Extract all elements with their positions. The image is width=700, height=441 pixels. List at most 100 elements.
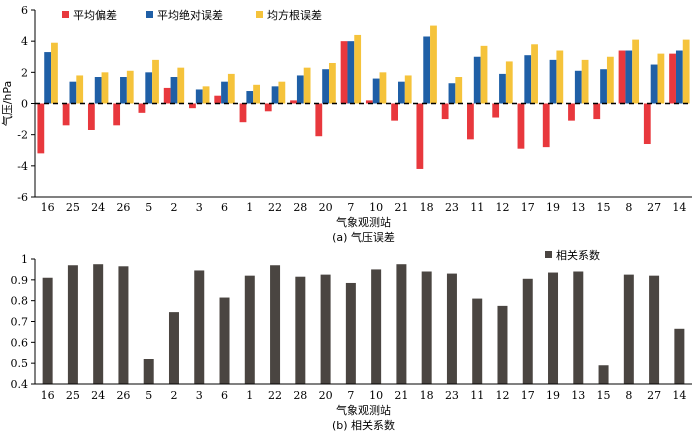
- x-tick-label: 22: [268, 201, 282, 214]
- bar-1-7: [340, 41, 348, 104]
- x-tick-label: 10: [369, 201, 383, 214]
- bar-1-2: [168, 312, 179, 384]
- x-tick-label: 16: [41, 389, 55, 402]
- x-tick-label: 26: [116, 201, 130, 214]
- bar-3-14: [682, 39, 690, 104]
- bar-1-13: [573, 271, 584, 384]
- bar-1-21: [396, 264, 407, 384]
- bar-1-26: [118, 266, 129, 384]
- bar-2-19: [549, 59, 557, 104]
- bar-1-10: [365, 100, 373, 104]
- x-tick-label: 17: [521, 201, 535, 214]
- bar-2-27: [650, 64, 658, 104]
- bar-1-6: [219, 297, 230, 384]
- legend-label-1: 平均偏差: [73, 8, 117, 22]
- x-tick-label: 13: [571, 389, 585, 402]
- y-tick-label: -6: [17, 191, 28, 204]
- x-tick-label: 25: [66, 201, 80, 214]
- bar-2-28: [296, 75, 304, 104]
- bar-1-22: [270, 265, 281, 384]
- bar-1-13: [568, 103, 575, 121]
- bar-3-8: [632, 39, 640, 104]
- x-tick-label: 28: [293, 389, 307, 402]
- x-tick-label: 8: [625, 201, 632, 214]
- legend-swatch-1: [62, 11, 69, 18]
- bar-3-1: [253, 84, 260, 104]
- x-tick-label: 25: [66, 389, 80, 402]
- bar-1-3: [194, 270, 205, 384]
- bar-1-10: [371, 269, 382, 384]
- x-tick-label: 10: [369, 389, 383, 402]
- x-tick-label: 15: [597, 389, 611, 402]
- bar-2-10: [372, 78, 380, 104]
- bar-1-8: [623, 274, 634, 384]
- x-tick-label: 16: [41, 201, 55, 214]
- x-tick-label: 23: [445, 389, 459, 402]
- bar-2-15: [600, 69, 607, 104]
- bar-2-26: [120, 77, 127, 104]
- x-tick-label: 19: [546, 201, 560, 214]
- x-tick-label: 5: [145, 389, 152, 402]
- x-tick-label: 14: [672, 201, 686, 214]
- bar-3-5: [152, 59, 159, 104]
- bar-3-24: [101, 72, 109, 104]
- x-tick-label: 21: [394, 201, 408, 214]
- legend-swatch-3: [256, 11, 263, 18]
- x-tick-label: 17: [521, 389, 535, 402]
- y-tick-label: 2: [21, 66, 28, 79]
- y-tick-label: -2: [17, 129, 28, 142]
- bar-3-20: [328, 62, 336, 104]
- bar-2-11: [473, 56, 481, 104]
- y-tick-label: 0.8: [11, 295, 29, 308]
- y-axis-title: 气压/hPa: [0, 81, 14, 127]
- bar-2-16: [44, 52, 52, 104]
- x-tick-label: 11: [470, 389, 484, 402]
- bar-1-28: [290, 100, 297, 104]
- bar-3-7: [354, 34, 362, 104]
- bar-3-15: [606, 56, 614, 104]
- bar-1-21: [391, 103, 399, 121]
- y-tick-label: 1: [21, 253, 28, 266]
- bar-3-22: [278, 81, 286, 104]
- x-tick-label: 11: [470, 201, 484, 214]
- y-tick-label: 0.4: [11, 378, 29, 391]
- bar-2-1: [246, 91, 254, 104]
- x-tick-label: 5: [145, 201, 152, 214]
- bar-1-24: [87, 103, 95, 130]
- x-tick-label: 2: [170, 201, 177, 214]
- bar-2-6: [221, 81, 228, 104]
- bar-3-26: [126, 70, 134, 104]
- bar-3-13: [581, 59, 589, 104]
- bar-2-14: [675, 50, 683, 104]
- y-tick-label: 0.5: [11, 357, 29, 370]
- bar-1-17: [522, 278, 533, 384]
- bar-1-15: [593, 103, 601, 120]
- x-tick-label: 2: [170, 389, 177, 402]
- bar-1-1: [244, 275, 255, 384]
- bar-1-19: [542, 103, 550, 148]
- bar-2-5: [145, 72, 153, 104]
- y-tick-label: 0.9: [11, 274, 29, 287]
- bar-1-27: [649, 275, 660, 384]
- x-tick-label: 22: [268, 389, 282, 402]
- bar-1-12: [497, 305, 508, 384]
- bar-2-18: [423, 36, 431, 104]
- x-tick-label: 3: [196, 201, 203, 214]
- panel-caption: (b) 相关系数: [332, 418, 395, 432]
- bar-1-17: [517, 103, 525, 149]
- bar-1-11: [467, 103, 474, 140]
- x-tick-label: 1: [246, 389, 253, 402]
- bar-1-18: [416, 103, 424, 169]
- bar-1-6: [214, 95, 222, 104]
- bar-1-7: [345, 282, 356, 384]
- x-tick-label: 26: [116, 389, 130, 402]
- x-tick-label: 12: [495, 201, 509, 214]
- bar-3-16: [51, 42, 58, 104]
- bar-1-1: [239, 103, 247, 123]
- legend-swatch-2: [146, 11, 153, 18]
- bar-2-8: [625, 50, 633, 104]
- bar-1-27: [643, 103, 651, 145]
- bar-1-20: [320, 274, 331, 384]
- bar-1-16: [37, 103, 45, 154]
- bar-2-20: [322, 69, 329, 104]
